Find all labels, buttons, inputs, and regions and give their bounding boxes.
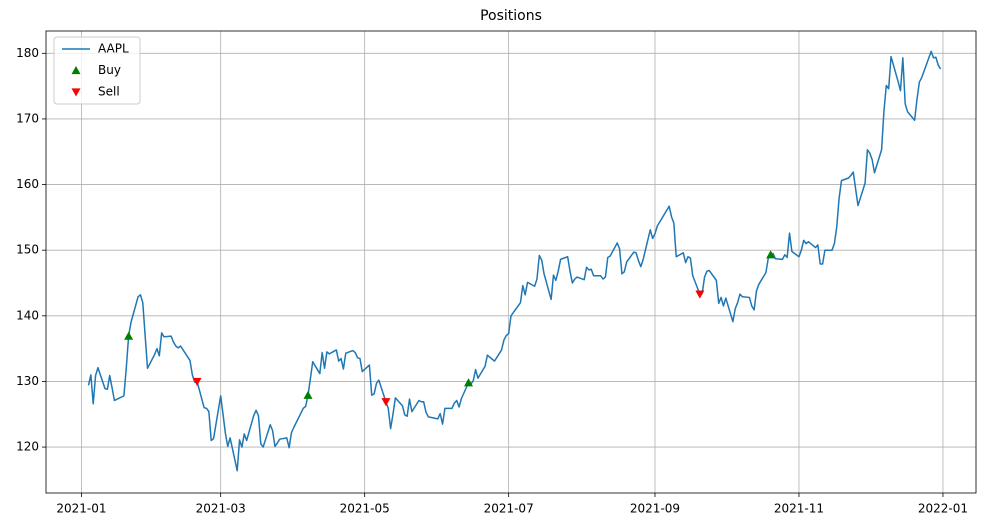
legend-label: AAPL <box>98 42 129 56</box>
x-tick-label: 2021-07 <box>484 502 534 516</box>
data-marker <box>766 250 776 259</box>
y-tick-label: 140 <box>16 308 39 322</box>
y-tick-label: 180 <box>16 46 39 60</box>
legend-label: Buy <box>98 63 121 77</box>
legend-swatch <box>71 66 81 75</box>
data-marker <box>303 390 313 399</box>
legend-label: Sell <box>98 85 120 99</box>
chart-title: Positions <box>480 8 542 24</box>
data-marker <box>695 290 705 299</box>
x-tick-label: 2021-03 <box>196 502 246 516</box>
y-tick-label: 170 <box>16 111 39 125</box>
y-tick-label: 120 <box>16 440 39 454</box>
data-marker <box>192 377 202 386</box>
y-tick-label: 130 <box>16 374 39 388</box>
x-tick-label: 2021-05 <box>340 502 390 516</box>
x-tick-label: 2021-01 <box>56 502 106 516</box>
y-tick-label: 150 <box>16 243 39 257</box>
x-tick-label: 2021-11 <box>774 502 824 516</box>
axes-frame <box>45 30 977 494</box>
x-tick-label: 2022-01 <box>918 502 968 516</box>
data-marker <box>464 378 474 387</box>
legend-box <box>53 36 141 105</box>
x-tick-label: 2021-09 <box>630 502 680 516</box>
y-tick-label: 160 <box>16 177 39 191</box>
data-marker <box>124 331 134 340</box>
legend-swatch <box>71 88 81 97</box>
data-line <box>87 50 942 472</box>
data-marker <box>381 398 391 407</box>
